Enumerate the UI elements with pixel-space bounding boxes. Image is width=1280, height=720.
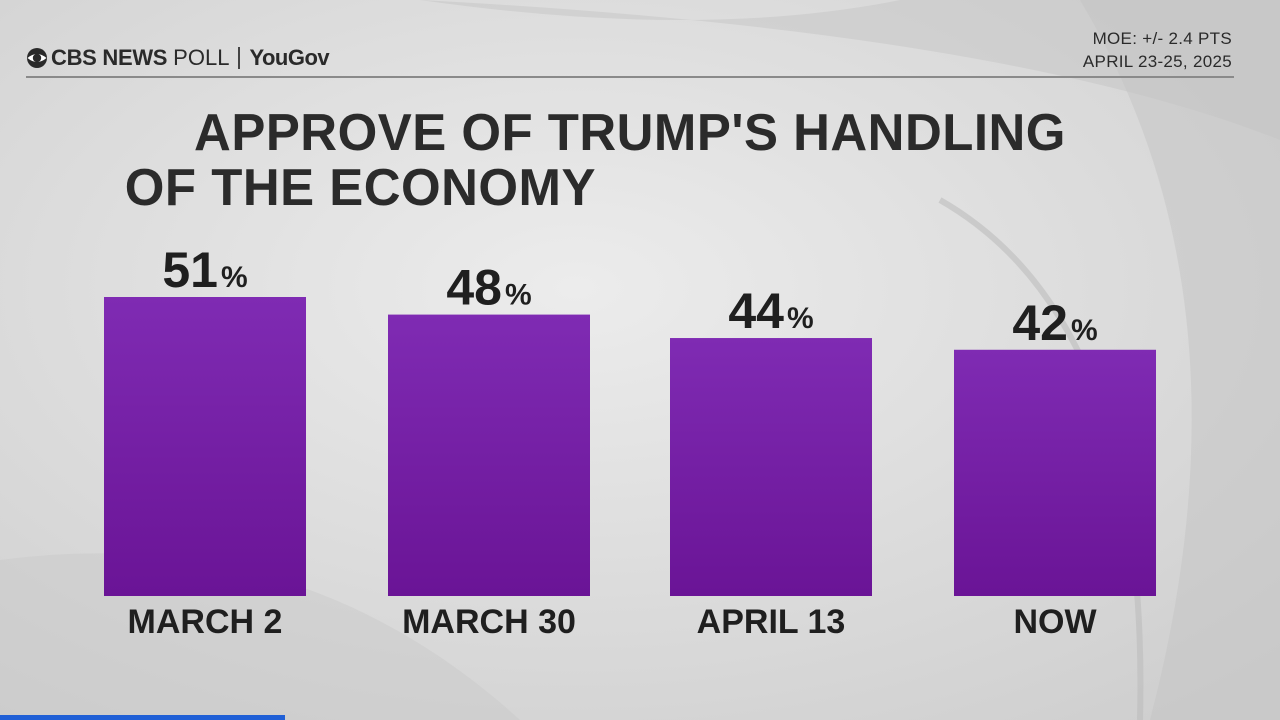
data-label: 44% (728, 283, 813, 339)
category-label: APRIL 13 (697, 603, 846, 641)
poll-dates: APRIL 23-25, 2025 (1082, 52, 1232, 71)
category-label: MARCH 2 (128, 603, 283, 641)
poll-meta: MOE: +/- 2.4 PTS APRIL 23-25, 2025 (1083, 27, 1232, 73)
partner-name: YouGov (249, 45, 330, 70)
cbs-eye-icon (27, 48, 47, 68)
chart-title-line-2: OF THE ECONOMY (124, 159, 596, 217)
data-label: 51% (162, 242, 247, 298)
header-divider (26, 76, 1234, 78)
category-label: NOW (1013, 603, 1097, 641)
brand-divider (238, 47, 241, 69)
bar-april-13 (670, 338, 872, 596)
brand-header: CBS NEWS POLL YouGov (26, 44, 330, 72)
chart-title-line-1: APPROVE OF TRUMP'S HANDLING (194, 104, 1066, 162)
bar-now (954, 349, 1156, 596)
bar-march-30 (388, 314, 590, 596)
brand-name: CBS NEWS (51, 45, 168, 70)
data-label: 48% (446, 260, 531, 316)
brand-poll: POLL (173, 45, 230, 70)
margin-of-error: MOE: +/- 2.4 PTS (1092, 29, 1232, 48)
bar-march-2 (104, 297, 306, 596)
ticker-accent (0, 715, 285, 720)
data-label: 42% (1012, 295, 1097, 351)
category-label: MARCH 30 (402, 603, 576, 641)
